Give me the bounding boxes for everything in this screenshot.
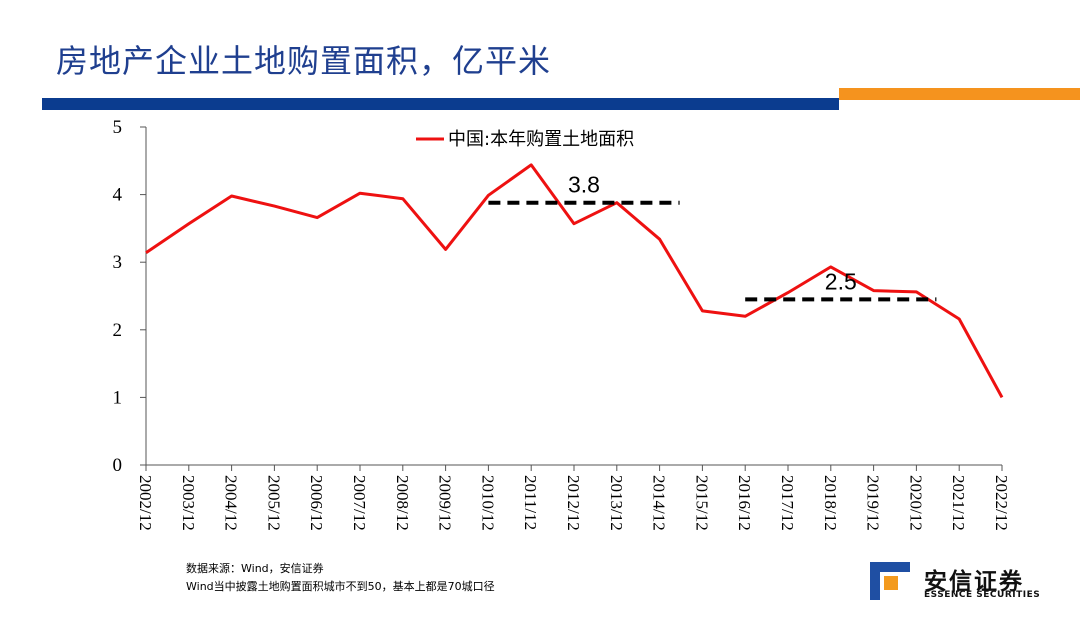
- x-tick-label: 2016/12: [735, 475, 754, 531]
- x-tick-label: 2017/12: [778, 475, 797, 531]
- x-tick-label: 2005/12: [264, 475, 283, 531]
- chart-series: [145, 163, 1004, 399]
- y-tick-label: 3: [113, 252, 123, 273]
- x-tick-label: 2019/12: [864, 475, 883, 531]
- x-tick-label: 2015/12: [692, 475, 711, 531]
- x-tick-label: 2012/12: [564, 475, 583, 531]
- x-tick-label: 2022/12: [992, 475, 1011, 531]
- logo-name-cn: 安信证券: [924, 569, 1024, 595]
- method-note: Wind当中披露土地购置面积城市不到50，基本上都是70城口径: [186, 580, 495, 593]
- y-tick-label: 1: [113, 387, 123, 408]
- average-label: 3.8: [568, 172, 600, 198]
- x-tick-label: 2013/12: [607, 475, 626, 531]
- x-tick-label: 2002/12: [136, 475, 155, 531]
- company-logo: 安信证券 ESSENCE SECURITIES: [866, 560, 1056, 604]
- y-tick-label: 5: [113, 117, 123, 138]
- y-tick-label: 4: [113, 185, 123, 206]
- x-tick-label: 2020/12: [906, 475, 925, 531]
- series-line: [145, 163, 1004, 399]
- logo-mark-icon: [870, 562, 910, 600]
- chart-annotations: 3.8 2.5: [488, 172, 937, 302]
- x-tick-label: 2011/12: [521, 475, 540, 530]
- chart-axes: 0 1 2 3 4 5 2002/12 2003/12 2004/12 2005/12 2006/1…: [113, 117, 1012, 531]
- title-underline-blue: [42, 98, 839, 110]
- logo-name-en: ESSENCE SECURITIES: [924, 590, 1041, 600]
- x-tick-label: 2008/12: [393, 475, 412, 531]
- source-note: 数据来源：Wind，安信证券: [186, 562, 324, 575]
- page-title: 房地产企业土地购置面积，亿平米: [56, 42, 552, 80]
- x-tick-label: 2004/12: [222, 475, 241, 531]
- y-tick-label: 2: [113, 320, 123, 341]
- chart-legend: 中国:本年购置土地面积: [416, 129, 634, 150]
- x-tick-label: 2018/12: [821, 475, 840, 531]
- average-label: 2.5: [825, 268, 857, 294]
- y-tick-label: 0: [113, 455, 123, 476]
- x-tick-label: 2009/12: [436, 475, 455, 531]
- legend-label: 中国:本年购置土地面积: [448, 129, 634, 150]
- x-tick-label: 2010/12: [478, 475, 497, 531]
- title-underline-orange: [839, 88, 1080, 100]
- x-tick-label: 2003/12: [179, 475, 198, 531]
- x-tick-label: 2007/12: [350, 475, 369, 531]
- x-tick-label: 2014/12: [650, 475, 669, 531]
- x-tick-label: 2021/12: [949, 475, 968, 531]
- x-tick-label: 2006/12: [307, 475, 326, 531]
